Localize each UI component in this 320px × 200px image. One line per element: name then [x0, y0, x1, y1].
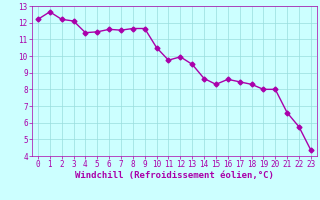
- X-axis label: Windchill (Refroidissement éolien,°C): Windchill (Refroidissement éolien,°C): [75, 171, 274, 180]
